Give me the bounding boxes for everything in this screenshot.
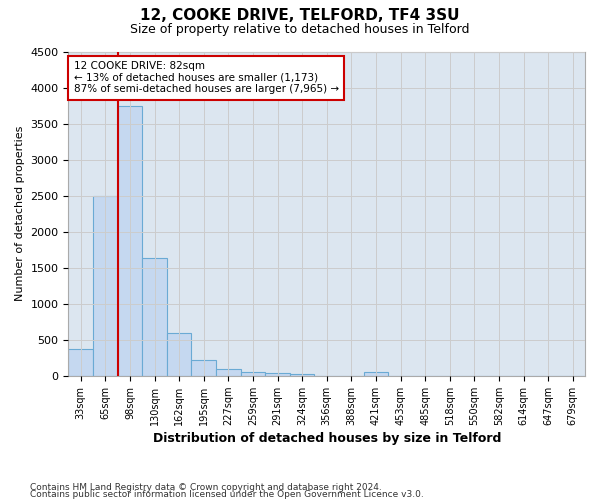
Bar [191,360,216,376]
Bar [142,258,167,376]
Text: Contains public sector information licensed under the Open Government Licence v3: Contains public sector information licen… [30,490,424,499]
Y-axis label: Number of detached properties: Number of detached properties [15,126,25,302]
Text: 12 COOKE DRIVE: 82sqm
← 13% of detached houses are smaller (1,173)
87% of semi-d: 12 COOKE DRIVE: 82sqm ← 13% of detached … [74,61,338,94]
Bar [290,374,314,376]
Text: Size of property relative to detached houses in Telford: Size of property relative to detached ho… [130,22,470,36]
Bar [241,372,265,376]
Bar [216,368,241,376]
Text: Contains HM Land Registry data © Crown copyright and database right 2024.: Contains HM Land Registry data © Crown c… [30,484,382,492]
Bar [265,374,290,376]
Bar [68,349,93,376]
Bar [93,196,118,376]
X-axis label: Distribution of detached houses by size in Telford: Distribution of detached houses by size … [152,432,501,445]
Bar [167,334,191,376]
Bar [118,106,142,376]
Text: 12, COOKE DRIVE, TELFORD, TF4 3SU: 12, COOKE DRIVE, TELFORD, TF4 3SU [140,8,460,22]
Bar [364,372,388,376]
